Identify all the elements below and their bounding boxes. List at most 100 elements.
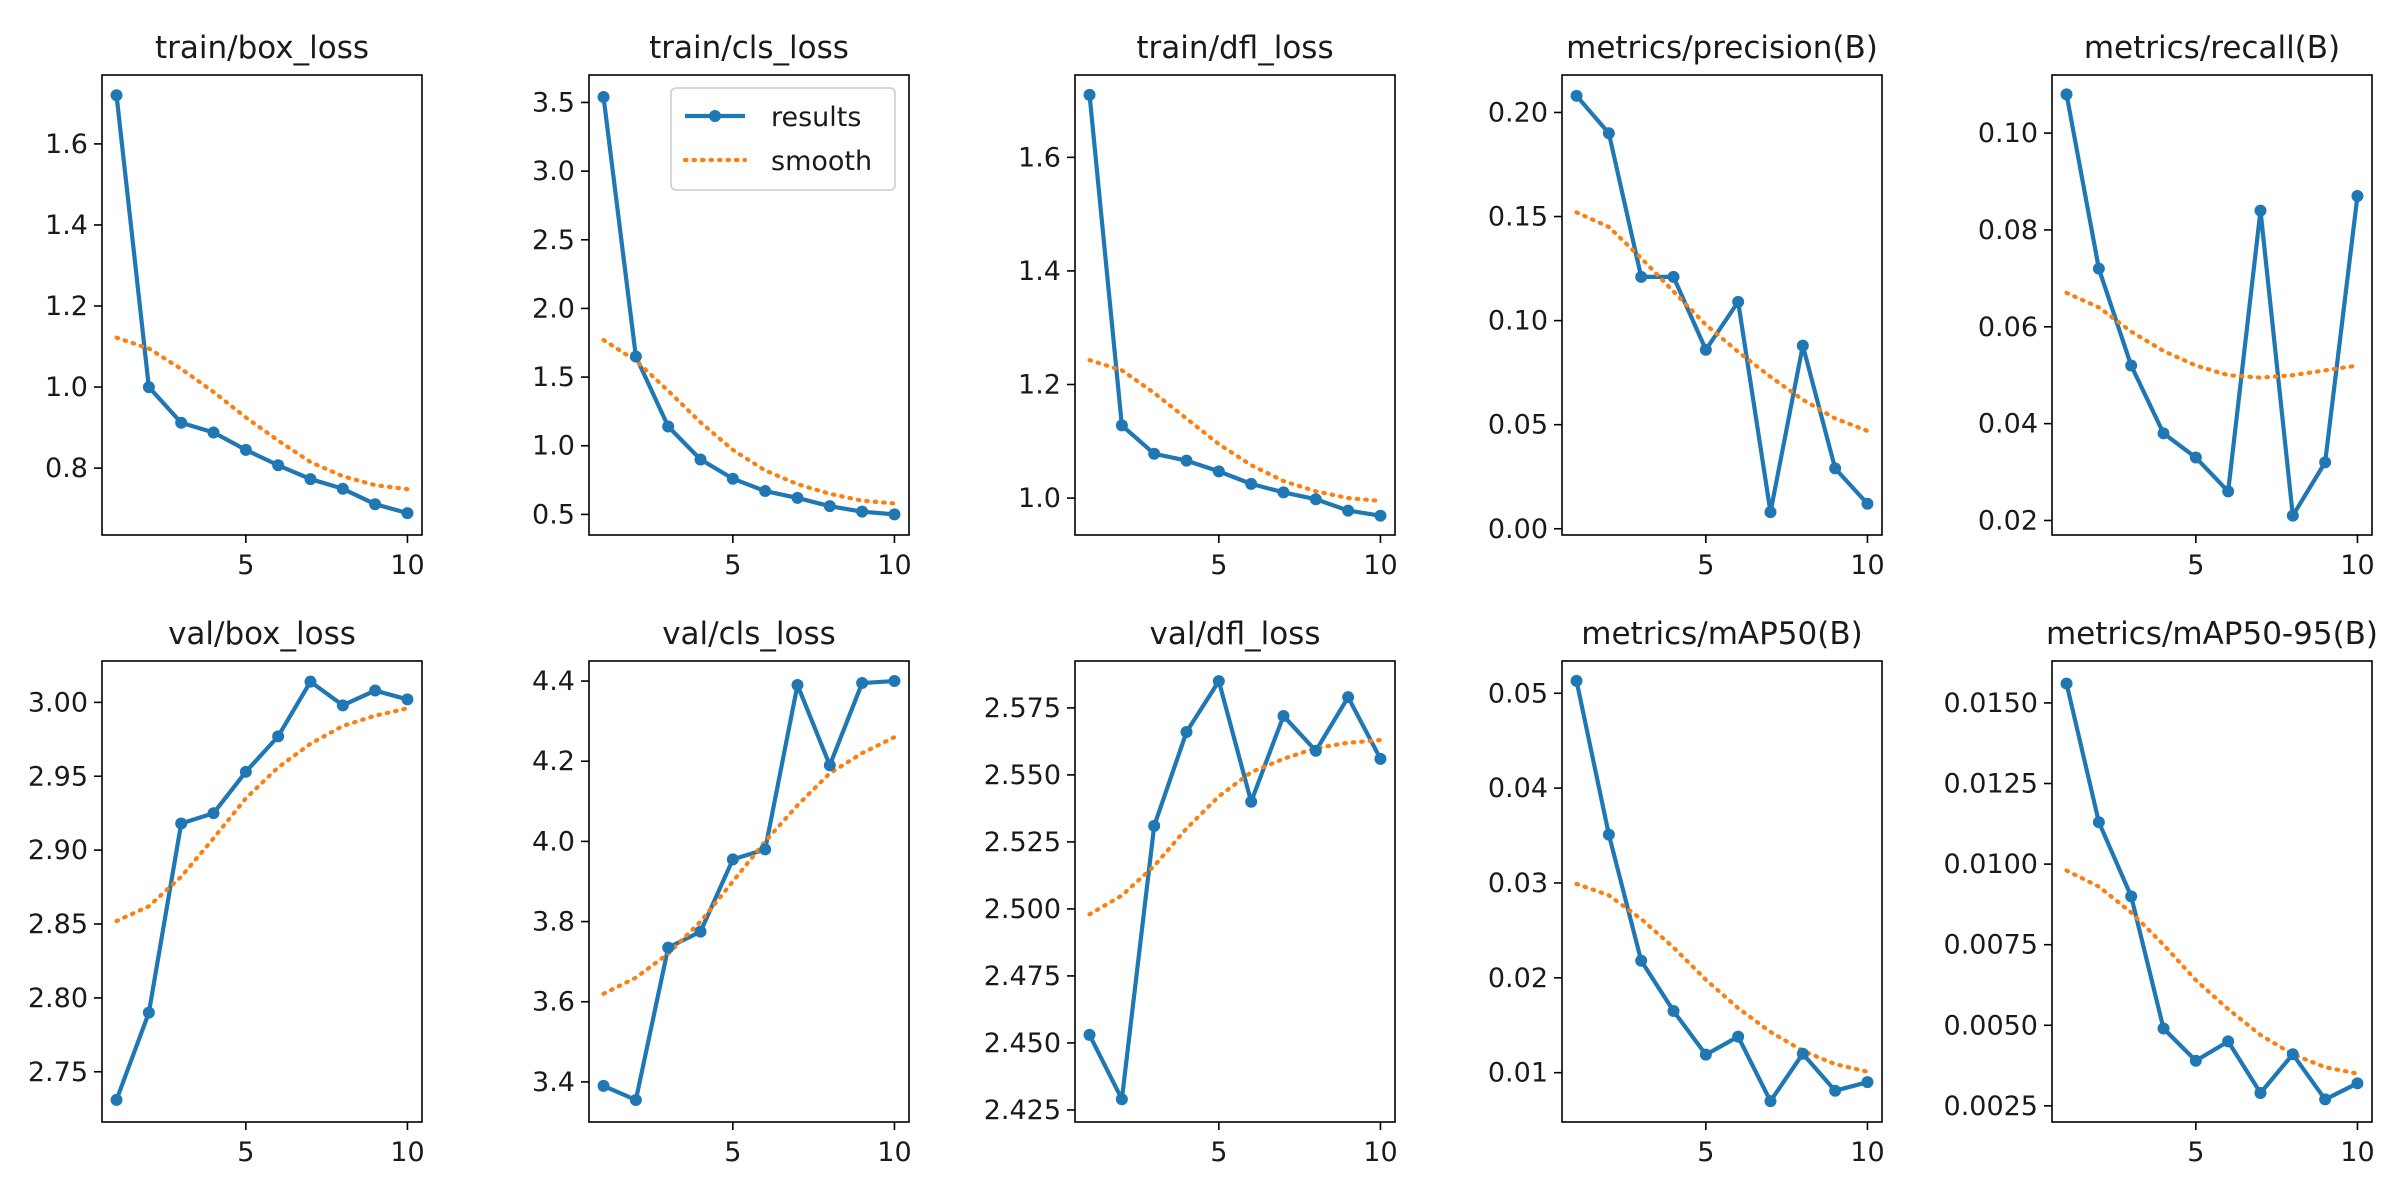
results-point [1796, 1047, 1809, 1060]
y-tick-label: 0.0150 [1944, 688, 2038, 719]
results-point [597, 90, 610, 103]
results-point [1083, 88, 1096, 101]
y-tick-label: 2.85 [28, 909, 88, 940]
results-point [1602, 127, 1615, 140]
results-point [1829, 462, 1842, 475]
results-point [759, 843, 772, 856]
y-tick-label: 1.6 [1018, 142, 1061, 173]
results-point [1732, 295, 1745, 308]
x-tick-label: 5 [237, 1137, 254, 1168]
panel-title: metrics/mAP50-95(B) [2046, 616, 2378, 652]
results-line [1574, 680, 1868, 1104]
panel-title: train/box_loss [155, 30, 369, 66]
results-point [239, 765, 252, 778]
x-tick-label: 10 [1363, 1137, 1397, 1168]
y-tick-label: 1.4 [45, 210, 88, 241]
results-point [1148, 447, 1161, 460]
results-point [175, 416, 188, 429]
x-tick-label: 5 [1210, 550, 1227, 581]
plot-frame [1074, 660, 1396, 1123]
panel-val-box-loss: val/box_loss 5 10 2.75 2.80 2.85 2.90 2.95 3.00 [28, 616, 425, 1168]
panel-train-dfl-loss: train/dfl_loss 5 10 1.0 1.2 1.4 1.6 [1018, 30, 1398, 581]
panel-train-box-loss: train/box_loss 5 10 0.8 1.0 1.2 1.4 1.6 [45, 30, 425, 581]
results-point [1374, 509, 1387, 522]
panel-title: metrics/recall(B) [2084, 30, 2340, 66]
smooth-line [114, 335, 410, 492]
y-tick-label: 1.0 [1018, 483, 1061, 514]
results-point [110, 1093, 123, 1106]
results-point [662, 420, 675, 433]
panel-title: val/box_loss [168, 616, 356, 652]
y-tick-label: 3.5 [532, 87, 575, 118]
smooth-line [2064, 290, 2360, 380]
results-point [856, 505, 869, 518]
y-tick-label: 1.2 [45, 291, 88, 322]
y-tick-label: 0.20 [1488, 97, 1548, 128]
results-point [2222, 485, 2235, 498]
plot-frame [101, 74, 423, 536]
plot-frame [1561, 660, 1883, 1123]
results-point [2060, 88, 2073, 101]
y-tick-label: 0.10 [1488, 306, 1548, 337]
smooth-line [114, 706, 410, 924]
y-tick-label: 3.6 [532, 987, 575, 1018]
panel-title: train/cls_loss [649, 30, 849, 66]
results-point [694, 925, 707, 938]
results-point [1861, 1076, 1874, 1089]
results-point [1570, 89, 1583, 102]
y-tick-label: 0.04 [1488, 773, 1548, 804]
y-tick-label: 0.0025 [1944, 1091, 2038, 1122]
results-point [597, 1079, 610, 1092]
y-tick-label: 0.01 [1488, 1058, 1548, 1089]
results-point [759, 485, 772, 498]
y-tick-label: 0.04 [1978, 409, 2038, 440]
results-point [1829, 1084, 1842, 1097]
results-point [369, 498, 382, 511]
results-point [1764, 1095, 1777, 1108]
results-point [1277, 709, 1290, 722]
results-point [2254, 1086, 2267, 1099]
results-line [1087, 94, 1381, 518]
results-point [2189, 451, 2202, 464]
results-point [1212, 465, 1225, 478]
x-tick-label: 5 [724, 550, 741, 581]
results-point [142, 381, 155, 394]
results-point [401, 693, 414, 706]
results-point [662, 941, 675, 954]
y-tick-label: 0.05 [1488, 678, 1548, 709]
x-tick-label: 5 [1697, 550, 1714, 581]
results-point [239, 443, 252, 456]
y-tick-label: 2.90 [28, 835, 88, 866]
results-point [726, 472, 739, 485]
results-point [304, 473, 317, 486]
results-point [1764, 506, 1777, 519]
results-point [401, 507, 414, 520]
y-tick-label: 1.0 [532, 431, 575, 462]
results-point [1570, 674, 1583, 687]
results-point [207, 807, 220, 820]
results-point [2157, 427, 2170, 440]
results-point [2125, 890, 2138, 903]
y-tick-label: 2.500 [984, 894, 1061, 925]
results-line [602, 678, 895, 1103]
y-tick-label: 3.00 [28, 687, 88, 718]
results-point [1245, 477, 1258, 490]
results-point [110, 89, 123, 102]
y-tick-label: 2.475 [984, 961, 1061, 992]
panel-title: val/dfl_loss [1150, 616, 1321, 652]
x-tick-label: 10 [2340, 550, 2374, 581]
smooth-line [601, 337, 897, 506]
y-tick-label: 2.75 [28, 1057, 88, 1088]
y-tick-label: 2.550 [984, 760, 1061, 791]
results-point [2157, 1022, 2170, 1035]
results-point [1667, 1005, 1680, 1018]
y-tick-label: 0.03 [1488, 868, 1548, 899]
results-point [2092, 262, 2105, 275]
legend-results-marker [709, 110, 721, 122]
results-point [142, 1006, 155, 1019]
y-tick-label: 0.02 [1488, 963, 1548, 994]
y-tick-label: 1.4 [1018, 256, 1061, 287]
plot-frame [2051, 660, 2373, 1123]
y-tick-label: 0.08 [1978, 215, 2038, 246]
y-tick-label: 0.06 [1978, 312, 2038, 343]
